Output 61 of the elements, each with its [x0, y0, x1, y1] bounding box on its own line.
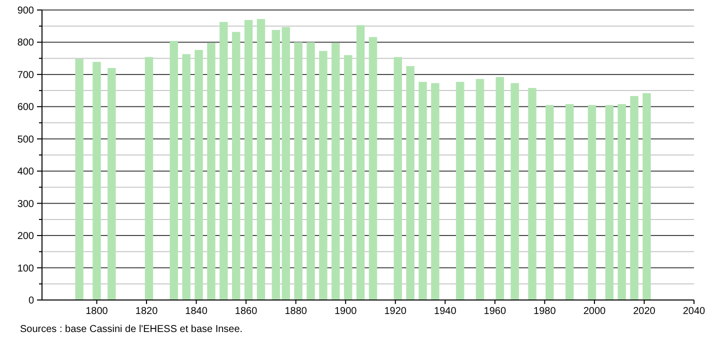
- bar: [232, 32, 240, 300]
- y-tick-label: 600: [17, 102, 34, 114]
- x-tick-label: 2020: [633, 306, 656, 317]
- x-tick-label: 1980: [534, 306, 556, 317]
- bar: [510, 83, 519, 300]
- bar: [605, 105, 614, 300]
- bar: [565, 104, 574, 300]
- bar: [528, 88, 536, 300]
- x-tick-label: 1940: [434, 306, 457, 317]
- bar: [456, 82, 464, 300]
- x-tick-label: 1960: [484, 306, 506, 317]
- x-tick-label: 1820: [135, 306, 158, 317]
- bar: [394, 57, 402, 300]
- bar: [344, 55, 352, 300]
- x-tick-label: 1880: [284, 306, 308, 317]
- bar: [476, 78, 484, 300]
- bar: [256, 19, 266, 300]
- bar: [546, 105, 554, 300]
- x-tick-label: 2000: [583, 306, 606, 317]
- bar: [319, 50, 328, 300]
- bar: [368, 37, 378, 300]
- y-tick-label: 100: [17, 263, 34, 274]
- x-tick-label: 1860: [234, 306, 258, 317]
- bar: [108, 68, 116, 300]
- bar: [294, 42, 302, 300]
- bar: [282, 27, 290, 300]
- bar: [418, 82, 427, 300]
- bar: [306, 42, 315, 300]
- bar: [496, 77, 504, 300]
- y-tick-label: 300: [17, 198, 34, 210]
- bar: [207, 42, 216, 300]
- bar: [92, 62, 101, 300]
- x-tick-label: 1920: [384, 306, 407, 317]
- y-tick-label: 800: [17, 38, 34, 49]
- x-tick-label: 2040: [682, 306, 706, 317]
- source-note: Sources : base Cassini de l'EHESS et base Insee.: [20, 324, 243, 335]
- bar: [244, 20, 253, 300]
- bar: [182, 54, 190, 300]
- bar: [144, 57, 154, 300]
- x-tick-label: 1840: [185, 306, 208, 317]
- bar: [618, 104, 626, 300]
- y-tick-label: 400: [17, 166, 34, 178]
- bar: [220, 22, 228, 300]
- bar: [431, 83, 440, 300]
- bar: [75, 58, 84, 300]
- bar: [642, 93, 651, 300]
- y-tick-label: 900: [17, 6, 34, 16]
- bar: [272, 30, 280, 300]
- bar: [630, 96, 638, 300]
- bar: [356, 25, 365, 300]
- y-tick-label: 500: [17, 134, 34, 146]
- y-tick-label: 200: [17, 231, 34, 242]
- bar: [170, 40, 178, 300]
- bar: [588, 105, 596, 300]
- x-tick-label: 1900: [334, 306, 358, 317]
- bar: [406, 66, 414, 300]
- bar: [194, 50, 203, 300]
- bar: [332, 42, 340, 300]
- y-tick-label: 0: [28, 296, 34, 306]
- x-tick-label: 1800: [86, 306, 108, 317]
- y-tick-label: 700: [17, 70, 34, 81]
